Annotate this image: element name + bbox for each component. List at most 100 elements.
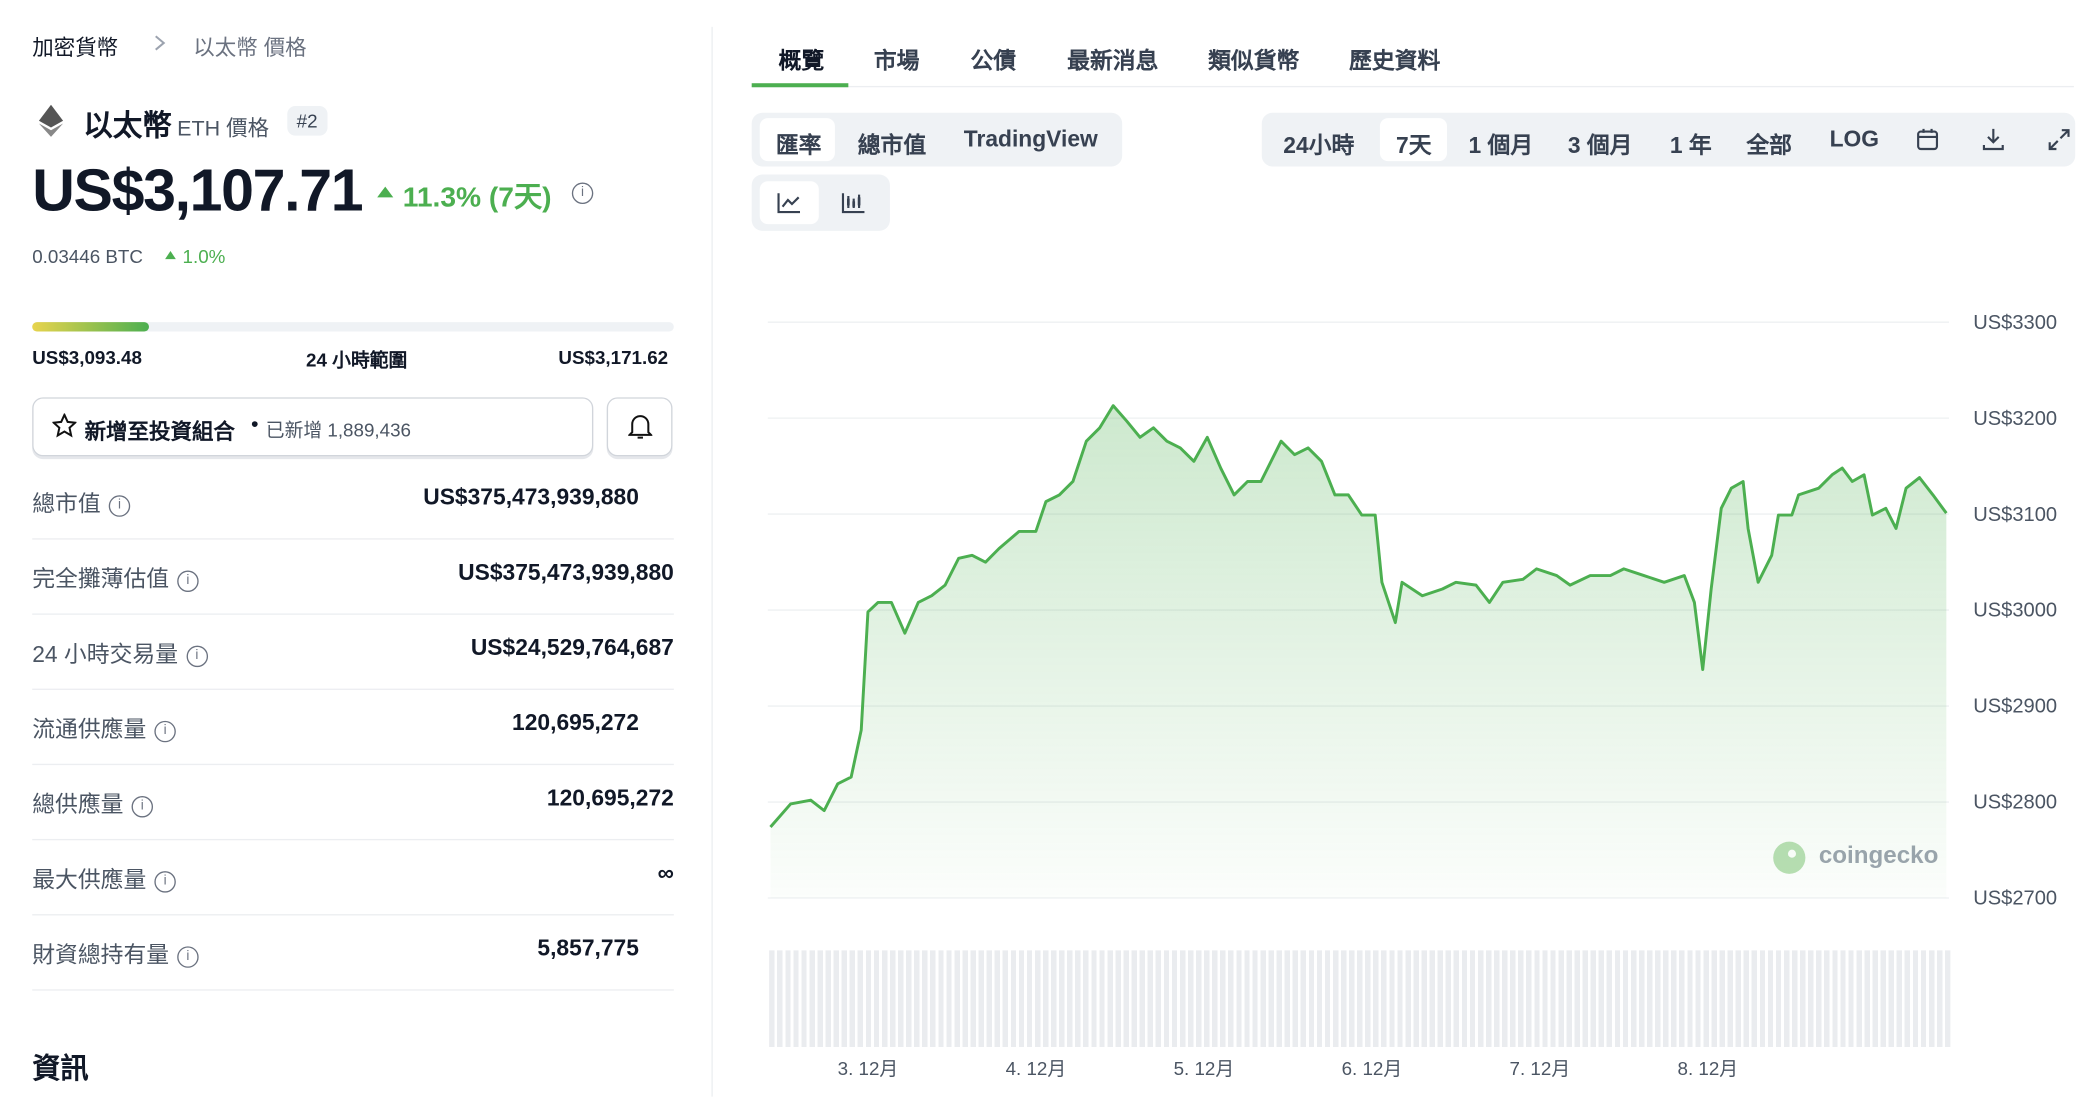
separator: • — [251, 413, 259, 437]
stat-value: 120,695,272 — [546, 785, 674, 811]
stat-value: 120,695,272 — [512, 710, 639, 736]
up-triangle — [165, 251, 176, 260]
breadcrumb-link[interactable]: 加密貨幣 — [32, 37, 119, 61]
range-button[interactable]: 3 個月 — [1567, 132, 1633, 159]
info-icon[interactable]: i — [177, 569, 199, 592]
stat-label-box: 最大供應量 i — [32, 860, 176, 894]
x-tick-label: 7. 12月 — [1510, 1058, 1571, 1079]
coin-name: 以太幣 — [83, 108, 172, 143]
tab[interactable]: 類似貨幣 — [1208, 48, 1300, 74]
stat-label-box: 財資總持有量 i — [32, 936, 199, 970]
range-button[interactable]: 24小時 — [1283, 132, 1355, 159]
stat-label: 最大供應量 — [32, 867, 147, 893]
btc-price: 0.03446 BTC — [32, 245, 143, 268]
x-tick-label: 4. 12月 — [1006, 1058, 1067, 1079]
chevron-icon — [155, 35, 166, 51]
alert-button[interactable] — [606, 397, 673, 457]
y-tick-label: US$3000 — [1973, 600, 2057, 622]
coin-symbol: ETH 價格 — [177, 118, 270, 141]
tab-underline — [751, 85, 2074, 88]
info-icon[interactable]: i — [186, 645, 208, 667]
stat-row: 24 小時交易量 i US$24,529,764,687 — [32, 613, 674, 690]
star-icon — [52, 413, 77, 438]
tab[interactable]: 最新消息 — [1067, 48, 1159, 74]
stat-label-box: 24 小時交易量 i — [32, 635, 208, 669]
range-track — [32, 322, 674, 332]
price-change: 11.3% (7天) — [402, 182, 552, 214]
mode-button[interactable]: 匯率 — [775, 132, 822, 159]
portfolio-count: 已新增 1,889,436 — [265, 418, 411, 441]
active-tab-indicator — [751, 83, 849, 88]
stat-value: US$24,529,764,687 — [470, 634, 674, 661]
tab[interactable]: 公債 — [970, 48, 1017, 74]
mode-active — [759, 118, 835, 162]
y-tick-label: US$2900 — [1973, 696, 2057, 718]
range-low: US$3,093.48 — [32, 346, 142, 368]
stat-value: ∞ — [657, 860, 674, 886]
range-high: US$3,171.62 — [558, 346, 669, 368]
stat-value: US$375,473,939,880 — [423, 484, 639, 511]
stat-label-box: 總市值 i — [32, 485, 131, 519]
stat-row: 流通供應量 i 120,695,272 — [32, 689, 674, 766]
range-button[interactable]: 全部 — [1746, 132, 1792, 159]
stat-label: 完全攤薄估值 — [32, 566, 170, 592]
tab[interactable]: 歷史資料 — [1349, 48, 1441, 74]
volume-band — [769, 950, 1951, 1048]
price-line — [769, 404, 1948, 828]
stat-label: 總市值 — [32, 491, 101, 517]
portfolio-button[interactable]: 新增至投資組合 • 已新增 1,889,436 — [32, 397, 594, 457]
range-button[interactable]: 1 個月 — [1468, 132, 1534, 159]
range-label: 24 小時範圍 — [306, 349, 408, 371]
mode-button[interactable]: 總市值 — [857, 132, 927, 159]
expand-icon[interactable] — [2046, 126, 2073, 153]
section-heading: 資訊 — [32, 1053, 89, 1085]
calendar-icon[interactable] — [1914, 126, 1941, 153]
stat-row: 財資總持有量 i 5,857,775 — [32, 914, 674, 991]
tab[interactable]: 市場 — [873, 48, 920, 74]
stat-value: US$375,473,939,880 — [458, 559, 674, 586]
x-tick-label: 5. 12月 — [1174, 1058, 1235, 1079]
stat-label-box: 流通供應量 i — [32, 710, 176, 744]
stat-value: 5,857,775 — [537, 935, 639, 962]
range-button[interactable]: LOG — [1829, 126, 1880, 152]
stat-label-box: 完全攤薄估值 i — [32, 560, 199, 594]
divider — [711, 26, 713, 1097]
range-button[interactable]: 1 年 — [1669, 132, 1712, 159]
info-icon[interactable]: i — [571, 182, 594, 205]
info-icon[interactable]: i — [177, 945, 199, 968]
price: US$3,107.71 — [32, 158, 363, 225]
mode-button[interactable]: TradingView — [963, 126, 1098, 152]
x-tick-label: 3. 12月 — [838, 1058, 899, 1079]
range-active — [1379, 118, 1448, 162]
info-icon[interactable]: i — [108, 494, 131, 517]
stat-row: 總供應量 i 120,695,272 — [32, 764, 674, 841]
candle-chart-icon[interactable] — [840, 191, 867, 215]
stat-row: 總市值 i US$375,473,939,880 — [32, 463, 674, 540]
y-tick-label: US$2800 — [1973, 792, 2057, 814]
stat-label: 總供應量 — [32, 791, 124, 818]
info-icon[interactable]: i — [154, 870, 176, 892]
stat-row: 完全攤薄估值 i US$375,473,939,880 — [32, 538, 674, 615]
line-chart-icon[interactable] — [776, 191, 803, 215]
tab[interactable]: 概覽 — [778, 48, 825, 74]
info-icon[interactable]: i — [131, 795, 154, 817]
y-tick-label: US$3200 — [1973, 408, 2057, 430]
eth-icon — [38, 104, 64, 137]
y-tick-label: US$3100 — [1973, 504, 2057, 526]
coin-rank: #2 — [287, 106, 327, 136]
area — [770, 405, 1947, 899]
stat-label: 24 小時交易量 — [32, 641, 179, 668]
download-icon[interactable] — [1980, 126, 2007, 153]
btc-change: 1.0% — [182, 245, 226, 268]
bell-icon — [628, 415, 653, 439]
range-button[interactable]: 7天 — [1396, 132, 1432, 159]
up-triangle — [377, 186, 394, 198]
range-fill — [32, 322, 150, 332]
stat-label: 財資總持有量 — [32, 942, 170, 968]
portfolio-label: 新增至投資組合 — [84, 421, 235, 445]
y-tick-label: US$3300 — [1973, 312, 2057, 334]
info-icon[interactable]: i — [154, 720, 176, 742]
x-tick-label: 8. 12月 — [1678, 1058, 1739, 1079]
